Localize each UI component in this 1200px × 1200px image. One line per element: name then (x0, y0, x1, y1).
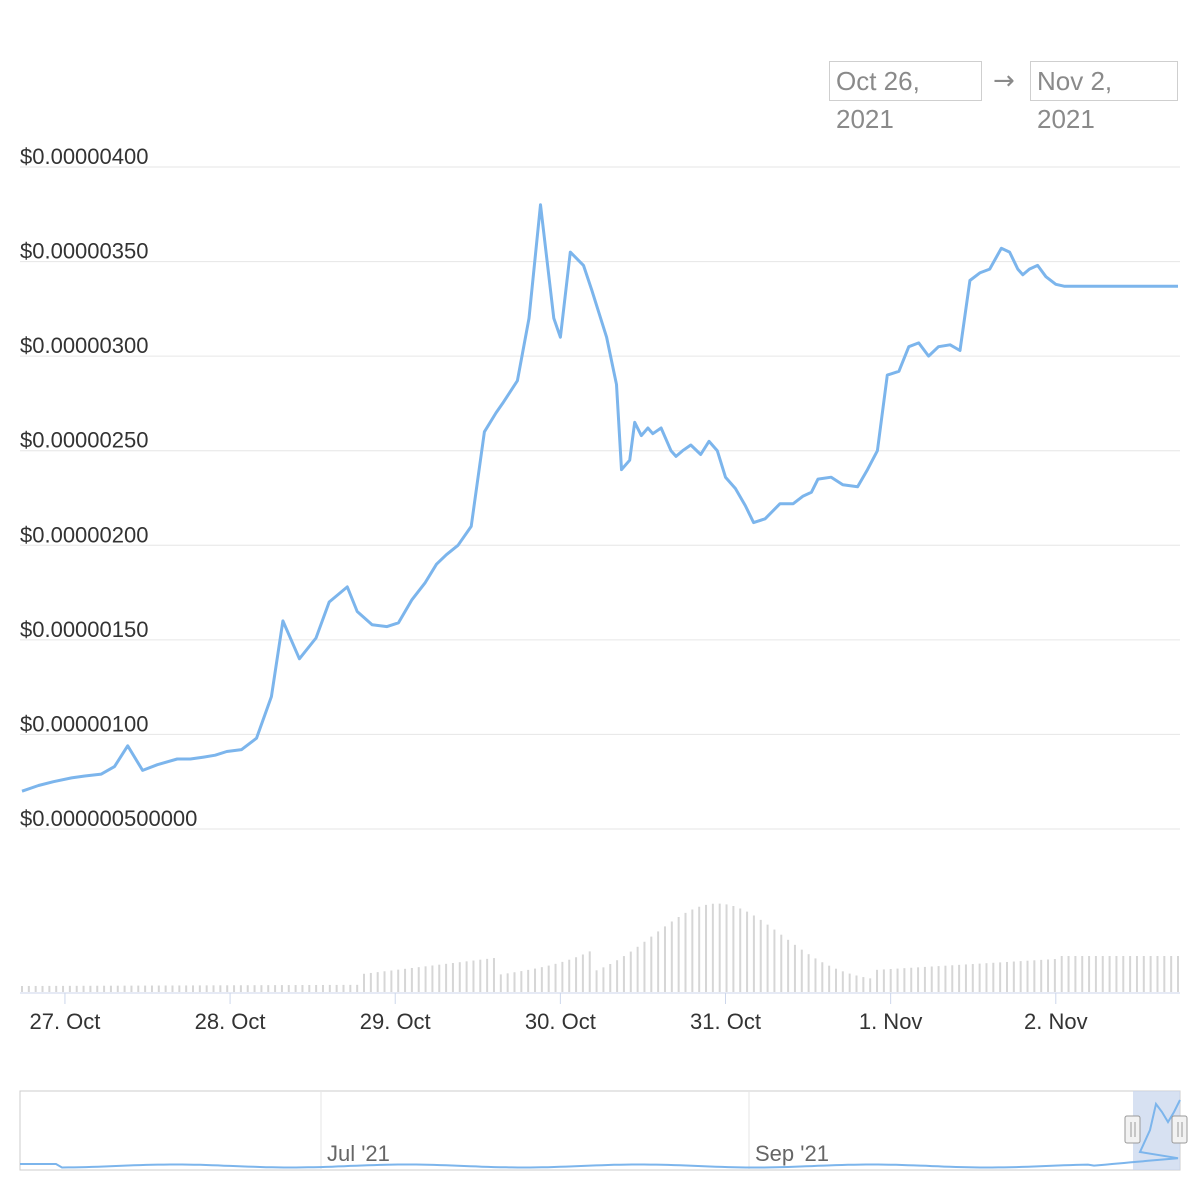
price-line (21, 203, 1178, 793)
volume-bars (21, 903, 1179, 992)
y-tick-label: $0.00000400 (20, 144, 148, 169)
x-tick-label: 28. Oct (195, 1009, 266, 1034)
price-series (21, 203, 1178, 793)
y-axis: $0.00000400 $0.00000350 $0.00000300 $0.0000… (20, 144, 197, 831)
range-arrow-icon: → (993, 66, 1015, 96)
y-tick-label: $0.00000150 (20, 617, 148, 642)
x-tick-label: 1. Nov (859, 1009, 923, 1034)
x-tick-label: 2. Nov (1024, 1009, 1088, 1034)
range-from-input[interactable]: Oct 26, 2021 (829, 61, 982, 134)
navigator-right-handle[interactable] (1171, 1115, 1188, 1144)
navigator-series (20, 1099, 1181, 1169)
navigator-label: Jul '21 (327, 1141, 390, 1166)
y-tick-label: $0.00000100 (20, 711, 148, 736)
x-tick-label: 27. Oct (29, 1009, 100, 1034)
y-tick-label: $0.00000350 (20, 239, 148, 264)
x-tick-label: 31. Oct (690, 1009, 761, 1034)
y-tick-label: $0.00000300 (20, 333, 148, 358)
range-to-input[interactable]: Nov 2, 2021 (1030, 61, 1178, 134)
navigator-left-handle[interactable] (1124, 1115, 1141, 1144)
navigator-label: Sep '21 (755, 1141, 829, 1166)
x-tick-label: 29. Oct (360, 1009, 431, 1034)
x-axis: 27. Oct 28. Oct 29. Oct 30. Oct 31. Oct 1. No… (20, 992, 1180, 1034)
y-tick-label: $0.000000500000 (20, 806, 197, 831)
navigator-frame (19, 1090, 1181, 1171)
navigator: Jul '21 Sep '21 (19, 1090, 1188, 1171)
y-tick-label: $0.00000200 (20, 522, 148, 547)
x-tick-label: 30. Oct (525, 1009, 596, 1034)
grid (20, 166, 1180, 830)
y-tick-label: $0.00000250 (20, 428, 148, 453)
